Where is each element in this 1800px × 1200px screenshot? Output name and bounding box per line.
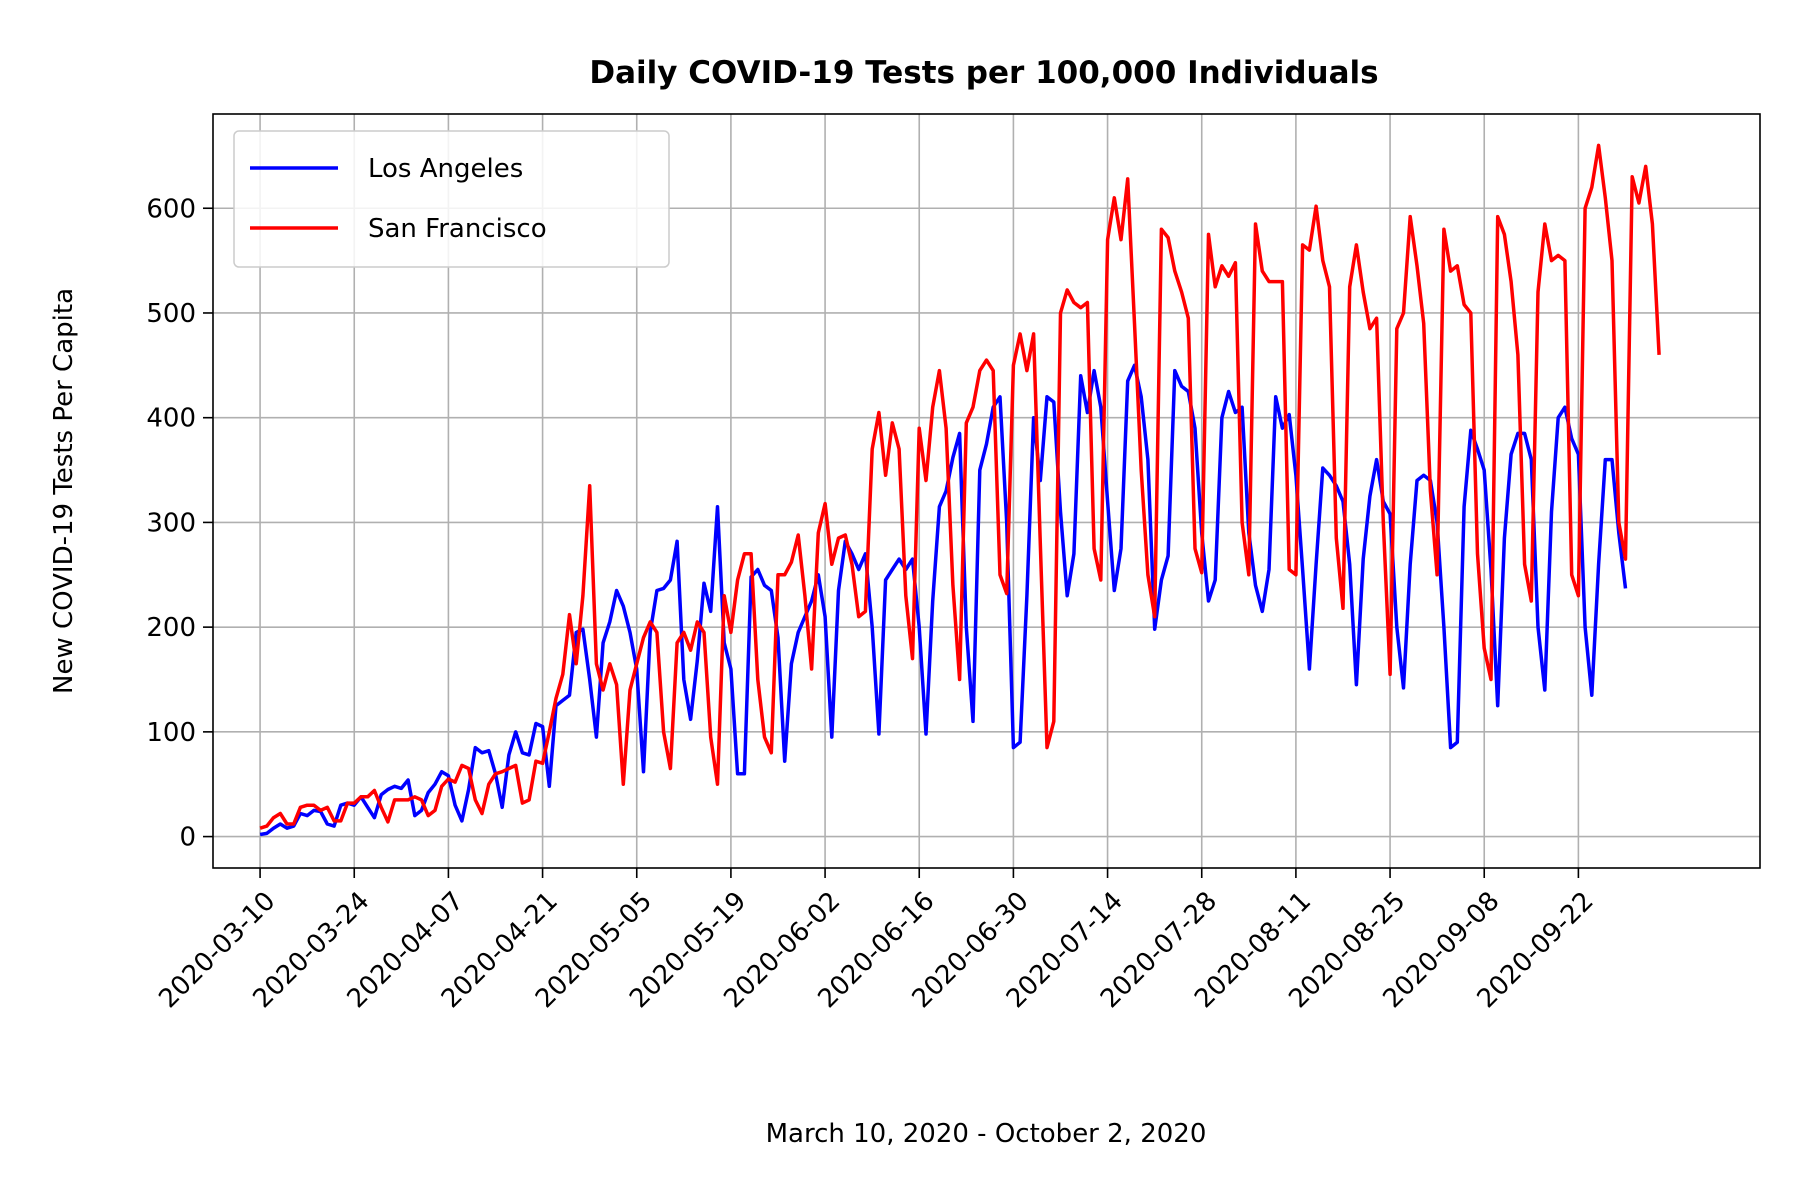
y-axis-label: New COVID-19 Tests Per Capita <box>49 288 79 694</box>
series-lines <box>259 143 1661 837</box>
y-tick-label: 0 <box>179 823 196 853</box>
y-tick-label: 100 <box>146 718 196 748</box>
x-axis-label: March 10, 2020 - October 2, 2020 <box>766 1119 1207 1149</box>
plot-frame <box>212 113 1761 869</box>
chart-title: Daily COVID-19 Tests per 100,000 Individ… <box>589 55 1378 91</box>
series-line-san-francisco <box>259 143 1661 830</box>
y-tick-label: 300 <box>146 508 196 538</box>
y-tick-label: 500 <box>146 299 196 329</box>
legend-box <box>233 130 670 268</box>
legend-label-los-angeles: Los Angeles <box>368 154 523 184</box>
series-line-los-angeles <box>259 363 1628 837</box>
legend-label-san-francisco: San Francisco <box>368 214 547 244</box>
legend: Los Angeles San Francisco <box>233 130 670 268</box>
y-axis: 0 100 200 300 400 500 600 <box>146 194 213 853</box>
y-tick-label: 200 <box>146 613 196 643</box>
y-tick-label: 600 <box>146 194 196 224</box>
y-tick-label: 400 <box>146 404 196 434</box>
